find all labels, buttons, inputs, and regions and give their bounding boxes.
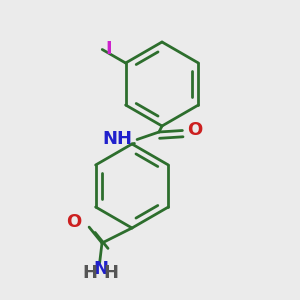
Text: NH: NH [102, 130, 132, 148]
Text: N: N [93, 260, 108, 278]
Text: H: H [82, 264, 98, 282]
Text: H: H [103, 264, 118, 282]
Text: O: O [187, 121, 202, 139]
Text: I: I [106, 40, 112, 58]
Text: O: O [66, 213, 81, 231]
